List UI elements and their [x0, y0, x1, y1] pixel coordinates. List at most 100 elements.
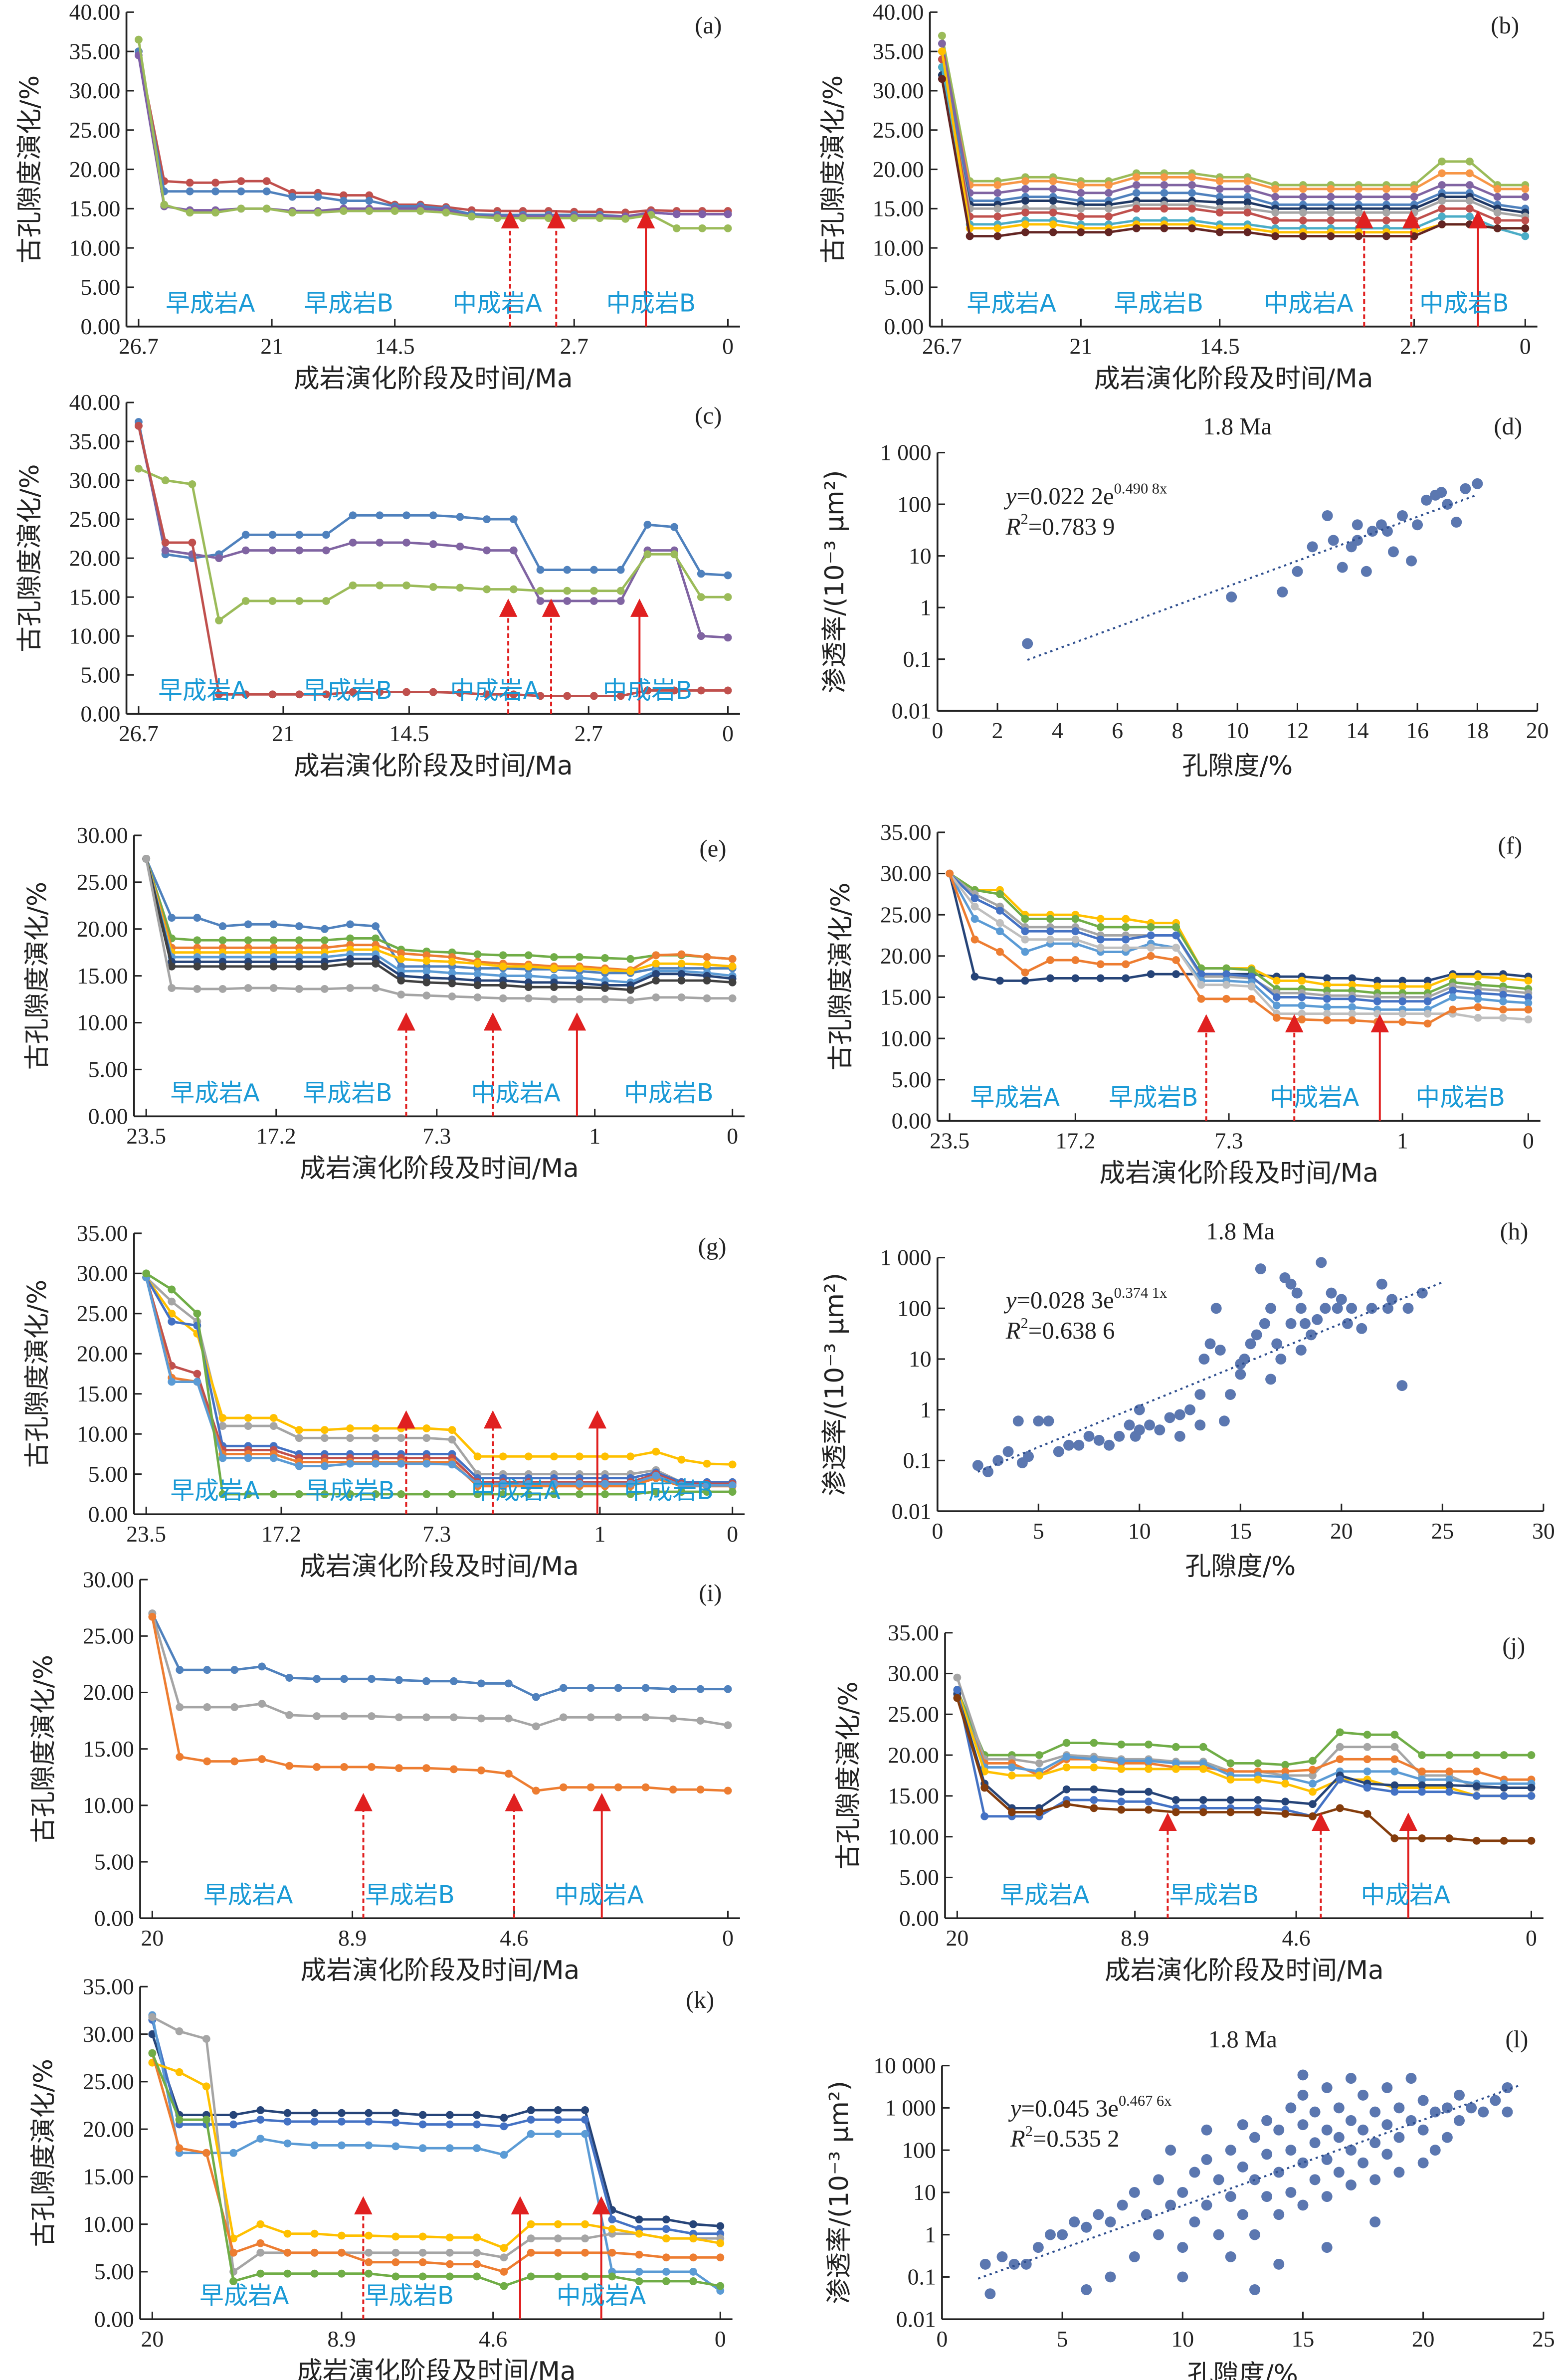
y-axis-label: 古孔隙度演化/% [22, 1280, 52, 1468]
data-point [446, 2111, 454, 2119]
data-point [477, 1766, 485, 1775]
series-line-3 [949, 872, 1529, 998]
y-tick-label: 15.00 [77, 963, 128, 989]
data-point [595, 214, 604, 222]
series-line-0 [948, 873, 1529, 982]
data-point [268, 546, 277, 555]
data-point [1472, 1782, 1481, 1790]
stage-label: 早成岩B [1114, 289, 1203, 317]
panel-k: (k) 0.00 5.00 10.00 15.00 20.00 25.00 30.00 35.0… [28, 1974, 733, 2380]
data-point [1376, 1278, 1387, 1290]
data-point [1322, 510, 1333, 521]
data-point [186, 187, 194, 196]
data-point [1096, 935, 1105, 944]
data-point [1171, 1743, 1180, 1751]
trend-line [1027, 494, 1478, 661]
x-tick-label: 0 [932, 718, 943, 743]
data-point [1348, 1009, 1357, 1018]
data-point [1445, 1751, 1453, 1759]
data-point [652, 1488, 660, 1496]
data-point [554, 2116, 562, 2124]
data-point [1281, 1767, 1290, 1776]
data-point [1198, 1353, 1210, 1365]
data-point [635, 2215, 643, 2224]
data-point [310, 2229, 319, 2238]
data-point [524, 1480, 533, 1488]
data-point [1199, 1759, 1207, 1768]
data-point [1201, 2154, 1212, 2165]
x-axis-label: 成岩演化阶段及时间/Ma [1099, 1158, 1378, 1188]
series-line-3 [145, 858, 733, 973]
data-point [509, 690, 518, 699]
data-point [473, 2233, 481, 2242]
data-point [689, 2234, 697, 2243]
data-point [1033, 1415, 1044, 1427]
data-point [616, 587, 625, 595]
x-tick-label: 20 [1526, 718, 1549, 743]
data-point [1499, 991, 1507, 999]
data-point [346, 1490, 354, 1498]
data-point [241, 597, 250, 605]
data-point [1271, 216, 1280, 224]
data-point [269, 1490, 278, 1498]
x-tick-label: 0 [727, 1521, 738, 1547]
data-point [536, 597, 545, 605]
data-point [499, 981, 507, 990]
data-point [1043, 1415, 1054, 1427]
data-point [662, 2234, 670, 2243]
data-point [586, 1684, 595, 1692]
series-line-3 [152, 2016, 721, 2274]
data-point [728, 1481, 737, 1490]
series-line-4 [145, 858, 733, 984]
data-point [554, 2220, 562, 2228]
x-tick-label: 20 [141, 2326, 164, 2352]
data-point [365, 197, 374, 205]
data-point [1307, 541, 1318, 553]
stage-label: 早成岩B [305, 1477, 395, 1505]
data-point [1382, 1303, 1393, 1314]
y-tick-label: 1 [920, 1397, 932, 1422]
data-point [241, 690, 250, 699]
data-point [1243, 208, 1252, 217]
data-point [346, 1424, 354, 1432]
x-tick-label: 1 [589, 1123, 600, 1149]
arrow-head-icon [1159, 1812, 1177, 1831]
data-point [1090, 1755, 1098, 1764]
data-point [229, 2120, 237, 2129]
data-point [499, 951, 507, 960]
data-point [473, 2144, 481, 2153]
data-point [703, 1481, 711, 1490]
series-line-1 [151, 2019, 721, 2235]
data-point [1393, 2132, 1405, 2143]
data-point [614, 1684, 622, 1692]
data-point [237, 204, 245, 213]
data-point [295, 1426, 303, 1434]
data-point [1352, 519, 1363, 531]
x-tick-label: 5 [1057, 2326, 1068, 2352]
x-tick-label: 20 [141, 1925, 164, 1951]
data-point [938, 39, 946, 48]
data-point [320, 1490, 329, 1498]
data-point [161, 476, 170, 484]
series-line-9 [941, 78, 1526, 237]
data-point [135, 35, 143, 44]
x-tick-label: 7.3 [1215, 1128, 1243, 1153]
data-point [268, 690, 277, 699]
series-line-4 [949, 872, 1529, 1003]
data-point [310, 2269, 319, 2278]
data-point [996, 948, 1004, 956]
data-point [346, 934, 354, 943]
series-line-5 [941, 67, 1526, 218]
data-point [1336, 1755, 1344, 1764]
eq-e: e [1103, 1287, 1114, 1314]
data-point [1298, 1001, 1306, 1009]
y-tick-label: 10.00 [77, 1010, 128, 1035]
stage-label: 中成岩B [624, 1079, 714, 1107]
data-point [532, 1786, 540, 1795]
data-point [1321, 2242, 1333, 2253]
x-tick-label: 0 [932, 1518, 943, 1544]
data-point [550, 1452, 558, 1461]
y-axis-label: 渗透率/(10⁻³ μm²) [820, 470, 850, 694]
data-point [1077, 204, 1085, 213]
